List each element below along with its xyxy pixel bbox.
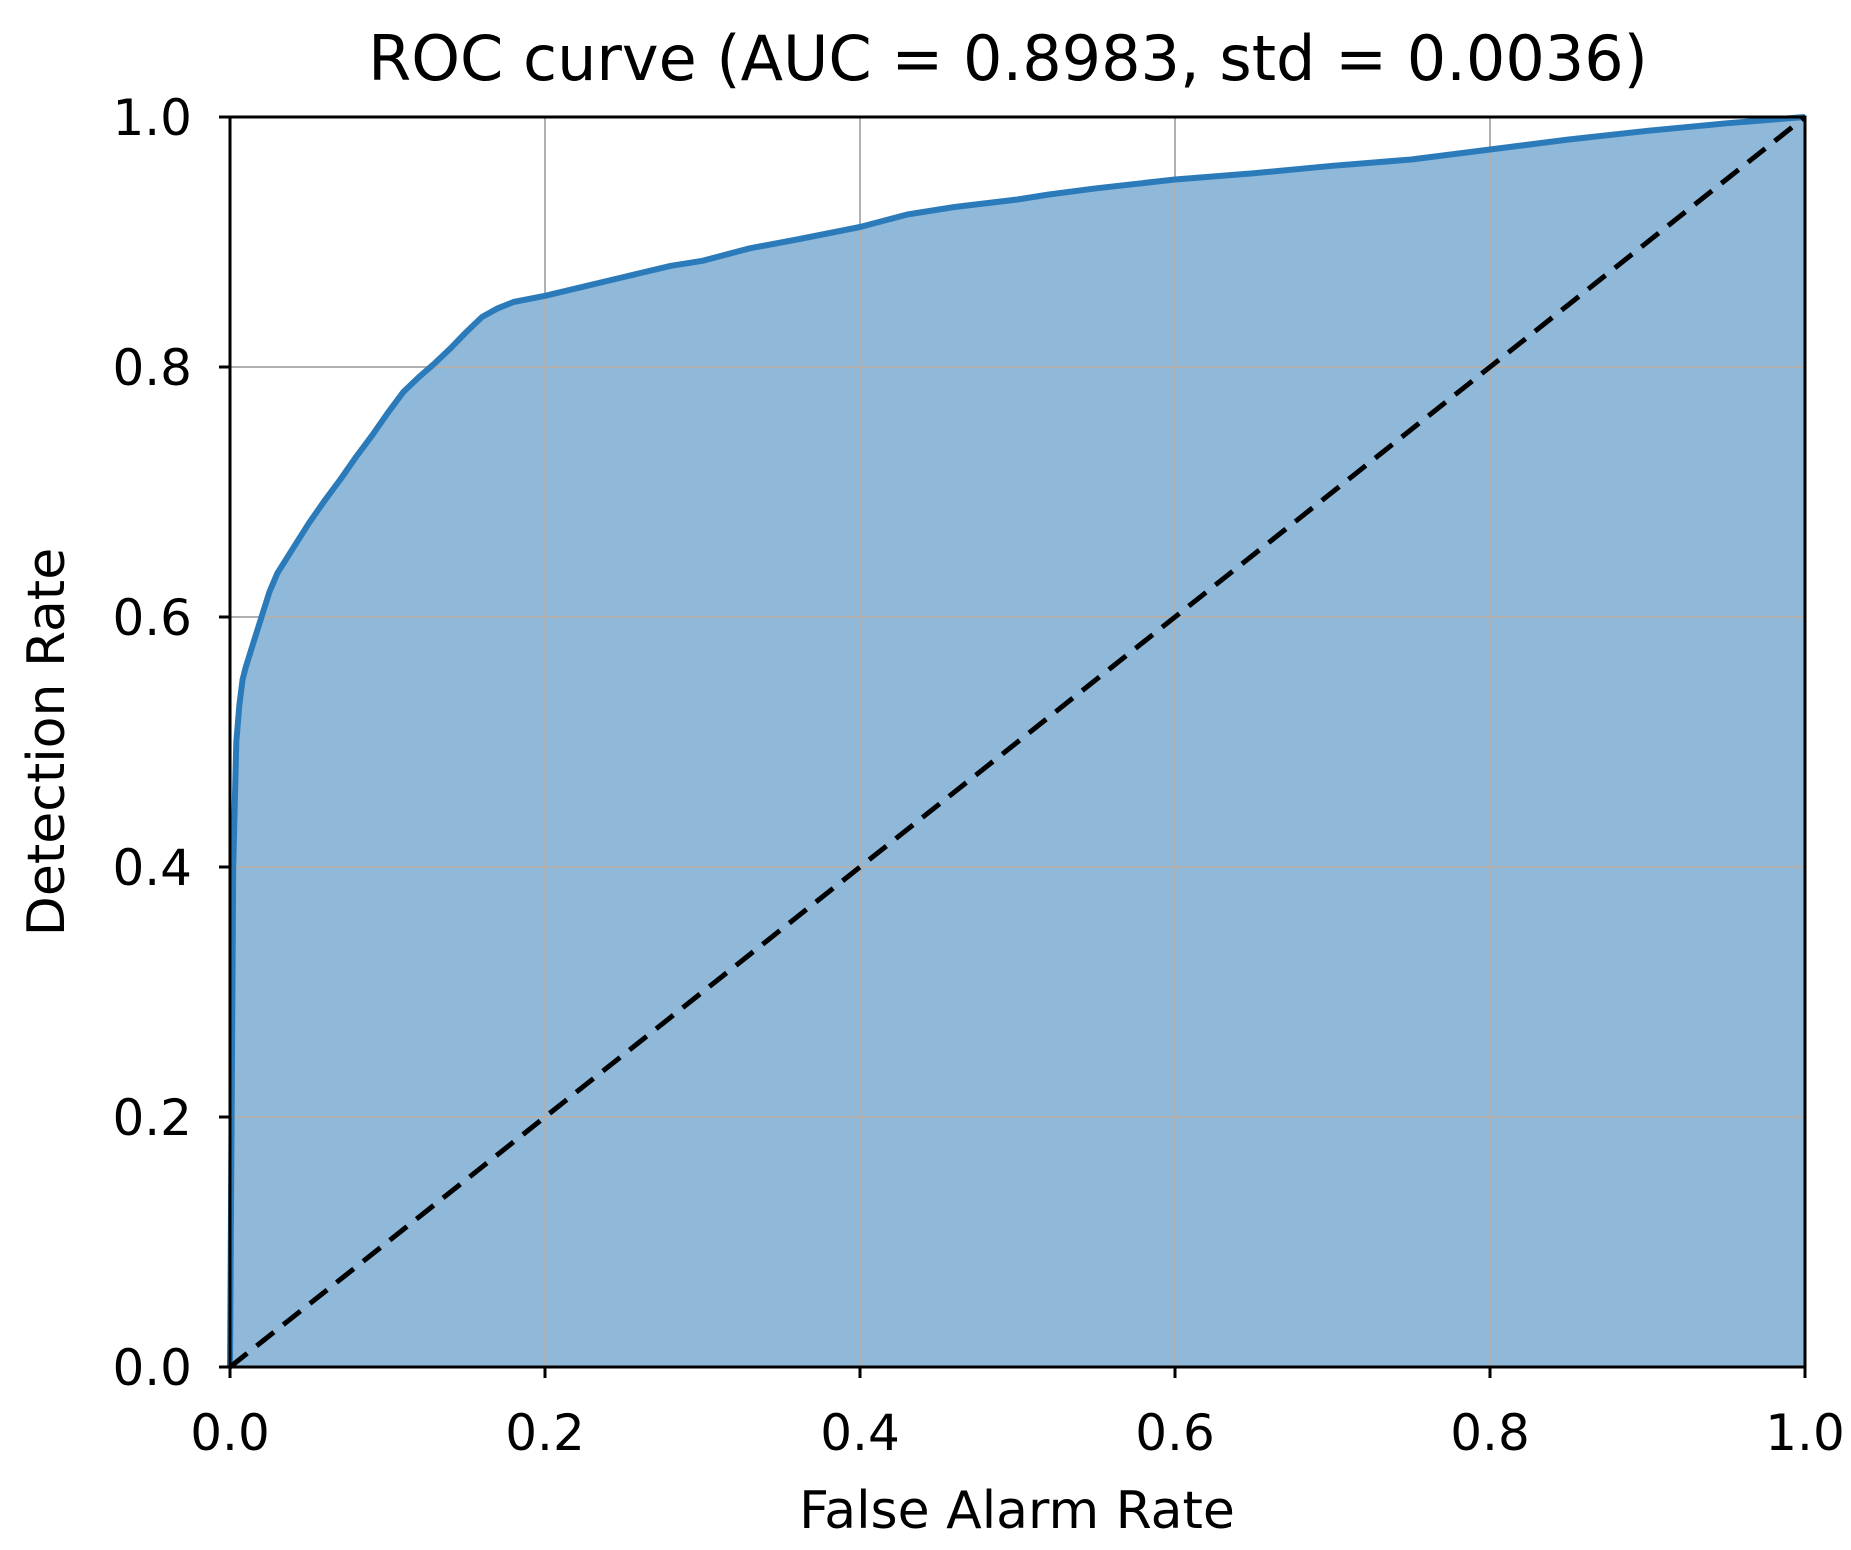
- y-tick-label: 0.2: [112, 1089, 192, 1147]
- plot-frame: [228, 115, 1807, 1369]
- x-tick-label: 0.2: [505, 1404, 585, 1462]
- y-axis-label: Detection Rate: [17, 548, 77, 936]
- x-axis: 0.0 0.2 0.4 0.6 0.8 1.0: [190, 1367, 1845, 1462]
- x-tick-label: 1.0: [1765, 1404, 1845, 1462]
- chart-title: ROC curve (AUC = 0.8983, std = 0.0036): [368, 22, 1648, 95]
- x-tick-label: 0.8: [1450, 1404, 1530, 1462]
- chance-diagonal-line: [228, 115, 1807, 1369]
- y-tick-label: 0.8: [112, 339, 192, 397]
- y-tick-label: 0.6: [112, 589, 192, 647]
- y-tick-label: 1.0: [112, 89, 192, 147]
- y-tick-label: 0.0: [112, 1339, 192, 1397]
- y-tick-label: 0.4: [112, 839, 192, 897]
- x-tick-label: 0.6: [1135, 1404, 1215, 1462]
- x-axis-label: False Alarm Rate: [799, 1481, 1235, 1541]
- roc-curve-line: [227, 114, 1806, 1368]
- x-tick-label: 0.4: [820, 1404, 900, 1462]
- x-tick-label: 0.0: [190, 1404, 270, 1462]
- y-axis: 0.0 0.2 0.4 0.6 0.8 1.0: [112, 89, 230, 1397]
- plot-area: [227, 114, 1807, 1369]
